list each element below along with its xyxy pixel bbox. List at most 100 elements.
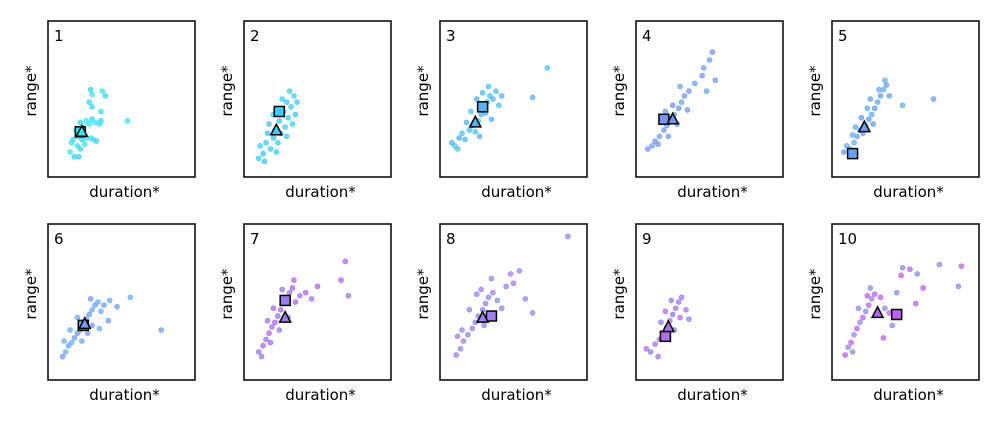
triangle-marker (475, 309, 490, 323)
panel-6: 6 duration* range* (22, 223, 196, 404)
data-point (868, 111, 875, 118)
square-marker (476, 101, 489, 113)
x-axis-label: duration* (89, 386, 160, 404)
data-point (936, 261, 943, 268)
data-point (96, 121, 103, 127)
x-axis-label: duration* (285, 183, 356, 201)
data-point (89, 104, 95, 110)
data-point (494, 297, 501, 304)
data-point (292, 299, 299, 305)
data-point (465, 331, 471, 338)
data-point (893, 289, 900, 296)
data-point (854, 325, 860, 332)
triangle-marker (269, 122, 284, 136)
data-point (703, 88, 710, 94)
x-axis-label: duration* (285, 386, 356, 404)
x-axis-label: duration* (873, 386, 944, 404)
data-point (958, 263, 965, 269)
data-point (114, 303, 120, 310)
data-point (457, 345, 464, 352)
data-point (857, 319, 863, 326)
x-axis-label: duration* (677, 386, 748, 404)
data-point (852, 124, 859, 130)
data-point (276, 118, 283, 124)
panel-number: 7 (250, 230, 260, 248)
data-point (683, 306, 689, 313)
data-point (647, 349, 654, 355)
square-marker (659, 330, 672, 343)
panel-number: 6 (54, 230, 64, 248)
data-point (285, 114, 291, 121)
data-point (264, 317, 271, 324)
data-point (544, 65, 551, 71)
data-point (292, 111, 299, 118)
data-point (79, 338, 85, 344)
data-point (691, 80, 698, 87)
data-point (338, 277, 344, 283)
data-point (473, 96, 480, 102)
data-point (482, 300, 489, 307)
data-point (453, 352, 459, 358)
data-point (655, 141, 661, 148)
data-point (294, 99, 300, 105)
data-point (652, 341, 658, 347)
data-point (643, 345, 650, 352)
data-point (882, 305, 888, 312)
y-axis-label: range* (610, 65, 628, 117)
data-point (855, 305, 862, 312)
data-point (74, 314, 81, 321)
data-point (89, 91, 95, 98)
data-point (105, 317, 112, 324)
triangle-marker (870, 305, 885, 319)
data-point (920, 285, 926, 291)
data-point (488, 116, 495, 123)
data-point (276, 327, 283, 333)
data-point (466, 306, 473, 313)
panel-1: 1 duration* range* (22, 20, 196, 201)
data-point (291, 277, 297, 283)
data-point (488, 275, 495, 282)
data-point (282, 124, 288, 130)
data-point (706, 57, 713, 63)
square-marker (273, 105, 286, 118)
data-point (469, 325, 476, 332)
data-point (273, 149, 280, 155)
data-point (677, 83, 683, 90)
panel-frame (243, 20, 392, 178)
data-point (675, 299, 682, 305)
data-point (678, 294, 685, 301)
data-point (288, 104, 294, 110)
panel-7: 7 duration* range* (218, 223, 392, 404)
y-axis-label: range* (22, 65, 40, 117)
data-point (68, 339, 75, 346)
data-point (699, 72, 705, 79)
data-point (264, 130, 271, 137)
data-point (644, 146, 651, 152)
data-point (260, 150, 266, 157)
panel-frame (439, 223, 588, 381)
data-point (849, 349, 856, 355)
data-point (668, 297, 675, 304)
data-point (291, 93, 297, 99)
data-point (283, 133, 290, 140)
data-point (314, 283, 321, 290)
data-point (472, 128, 479, 135)
data-point (454, 333, 461, 340)
data-point (71, 335, 78, 341)
data-point (454, 146, 461, 152)
triangle-marker (78, 316, 92, 330)
data-point (864, 292, 871, 299)
data-point (930, 96, 937, 102)
data-point (914, 271, 921, 277)
data-point (89, 306, 95, 313)
data-point (874, 99, 881, 105)
data-point (93, 138, 100, 144)
data-point (883, 82, 890, 88)
data-point (277, 306, 284, 313)
data-point (479, 89, 486, 96)
data-point (877, 93, 884, 99)
data-point (655, 353, 661, 360)
data-point (267, 146, 274, 152)
y-axis-label: range* (806, 65, 824, 117)
data-point (83, 118, 90, 124)
